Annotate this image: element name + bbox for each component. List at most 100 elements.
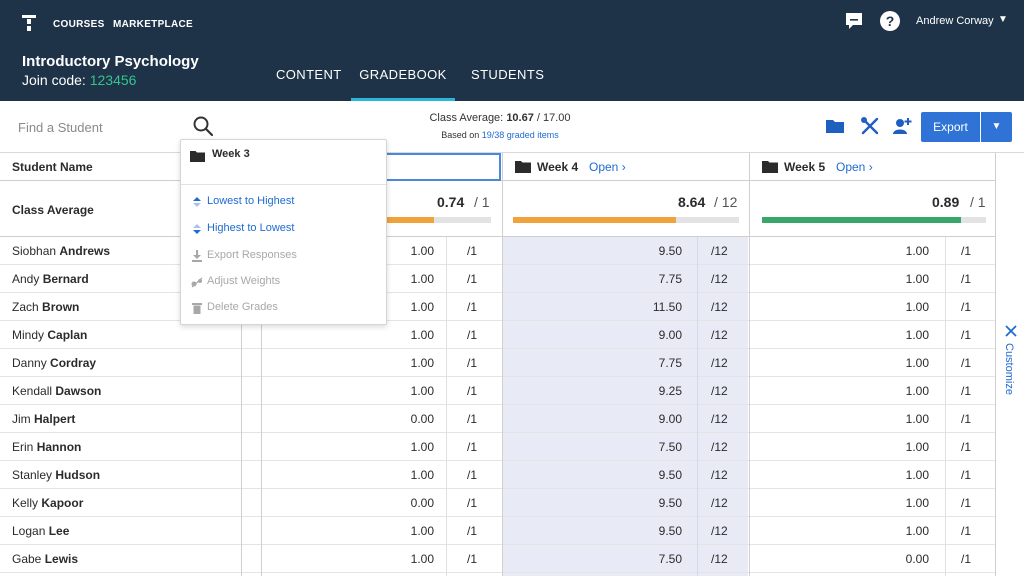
week4-grade-cell[interactable]: 7.75/12 bbox=[502, 349, 749, 377]
student-name[interactable]: Kelly Kapoor bbox=[12, 496, 83, 510]
week4-grade-cell[interactable]: 9.50/12 bbox=[502, 237, 749, 265]
week3-grade-cell[interactable]: 0.00/1 bbox=[262, 405, 502, 433]
grade-max: /1 bbox=[467, 384, 478, 398]
week5-grade-cell[interactable]: 1.00/1 bbox=[749, 489, 996, 517]
week5-grade-cell[interactable]: 1.00/1 bbox=[749, 405, 996, 433]
week4-grade-cell[interactable]: 9.00/12 bbox=[502, 405, 749, 433]
help-icon[interactable]: ? bbox=[880, 11, 900, 31]
nav-link-marketplace[interactable]: MARKETPLACE bbox=[113, 19, 193, 30]
student-last-name: Caplan bbox=[47, 328, 88, 342]
week4-grade-cell[interactable]: 7.50/12 bbox=[502, 545, 749, 573]
grade-score: 1.00 bbox=[410, 468, 434, 482]
grade-score: 1.00 bbox=[905, 440, 929, 454]
menu-item-adjust-weights[interactable]: Adjust Weights bbox=[189, 272, 379, 292]
week4-grade-cell[interactable]: 9.50/12 bbox=[502, 461, 749, 489]
chat-icon[interactable] bbox=[845, 12, 863, 30]
class-average-row-label: Class Average bbox=[12, 203, 94, 217]
student-name[interactable]: Gabe Lewis bbox=[12, 552, 78, 566]
student-name[interactable]: Andy Bernard bbox=[12, 272, 89, 286]
student-name[interactable]: Erin Hannon bbox=[12, 440, 81, 454]
week5-grade-cell[interactable]: 1.00/1 bbox=[749, 349, 996, 377]
student-name[interactable]: Danny Cordray bbox=[12, 356, 96, 370]
student-last-name: Lee bbox=[48, 524, 70, 538]
grade-score: 1.00 bbox=[905, 468, 929, 482]
week3-grade-cell[interactable]: 1.00/1 bbox=[262, 545, 502, 573]
nav-link-courses[interactable]: COURSES bbox=[53, 19, 105, 30]
week4-grade-cell[interactable]: 7.50/12 bbox=[502, 433, 749, 461]
graded-items-link[interactable]: 19/38 graded items bbox=[481, 130, 559, 140]
week3-grade-cell[interactable]: 1.00/1 bbox=[262, 349, 502, 377]
customize-label[interactable]: Customize bbox=[1003, 343, 1015, 395]
student-name[interactable]: Siobhan Andrews bbox=[12, 244, 110, 258]
menu-item-highest-to-lowest[interactable]: Highest to Lowest bbox=[189, 219, 379, 239]
student-name[interactable]: Zach Brown bbox=[12, 300, 79, 314]
week5-grade-cell[interactable]: 1.00/1 bbox=[749, 517, 996, 545]
week3-grade-cell[interactable]: 1.00/1 bbox=[262, 377, 502, 405]
week4-grade-cell[interactable]: 11.50/12 bbox=[502, 293, 749, 321]
week5-grade-cell[interactable]: 0.00/1 bbox=[749, 545, 996, 573]
menu-item-delete-grades[interactable]: Delete Grades bbox=[189, 298, 379, 318]
week5-grade-cell[interactable]: 1.00/1 bbox=[749, 461, 996, 489]
tab-students[interactable]: STUDENTS bbox=[471, 67, 545, 82]
student-last-name: Kapoor bbox=[41, 496, 84, 510]
wrench-icon[interactable] bbox=[859, 115, 881, 137]
student-name[interactable]: Logan Lee bbox=[12, 524, 69, 538]
customize-tab[interactable] bbox=[1000, 320, 1022, 410]
week3-grade-cell[interactable]: 1.00/1 bbox=[262, 265, 502, 293]
logo-icon[interactable] bbox=[22, 15, 36, 31]
student-name[interactable]: Jim Halpert bbox=[12, 412, 75, 426]
column-divider bbox=[502, 181, 503, 576]
week3-grade-cell[interactable]: 1.00/1 bbox=[262, 237, 502, 265]
week5-grade-cell[interactable]: 1.00/1 bbox=[749, 265, 996, 293]
student-name[interactable]: Mindy Caplan bbox=[12, 328, 87, 342]
week3-grade-cell[interactable]: 1.00/1 bbox=[262, 517, 502, 545]
add-user-icon[interactable] bbox=[891, 115, 913, 137]
week4-grade-cell[interactable]: 9.00/12 bbox=[502, 321, 749, 349]
week3-grade-cell[interactable]: 1.00/1 bbox=[262, 293, 502, 321]
search-icon[interactable] bbox=[192, 115, 214, 137]
menu-item-export-responses[interactable]: Export Responses bbox=[189, 246, 379, 266]
user-name[interactable]: Andrew Corway bbox=[916, 15, 994, 27]
week3-grade-cell[interactable]: 1.00/1 bbox=[262, 433, 502, 461]
grade-max: /12 bbox=[711, 384, 728, 398]
grade-max: /1 bbox=[961, 468, 972, 482]
export-dropdown-button[interactable]: ▼ bbox=[981, 112, 1012, 142]
student-name[interactable]: Kendall Dawson bbox=[12, 384, 101, 398]
week4-grade-cell[interactable]: 9.50/12 bbox=[502, 517, 749, 545]
week5-open-link[interactable]: Open › bbox=[836, 160, 873, 174]
caret-down-icon[interactable]: ▼ bbox=[998, 14, 1008, 25]
week4-grade-cell[interactable]: 7.75/12 bbox=[502, 265, 749, 293]
week3-grade-cell[interactable]: 1.00/1 bbox=[262, 461, 502, 489]
week4-grade-cell[interactable]: 9.50/12 bbox=[502, 489, 749, 517]
week5-header[interactable]: Week 5 Open › bbox=[749, 153, 996, 181]
student-last-name: Lewis bbox=[44, 552, 79, 566]
student-name-header[interactable]: Student Name bbox=[12, 160, 93, 174]
student-first-name: Stanley bbox=[12, 468, 53, 482]
student-name[interactable]: Stanley Hudson bbox=[12, 468, 100, 482]
grade-max: /1 bbox=[961, 440, 972, 454]
week4-header[interactable]: Week 4 Open › bbox=[502, 153, 749, 181]
menu-item-label: Export Responses bbox=[207, 249, 297, 261]
grade-max: /12 bbox=[711, 468, 728, 482]
grade-score: 9.50 bbox=[658, 244, 682, 258]
week5-grade-cell[interactable]: 1.00/1 bbox=[749, 321, 996, 349]
grade-score: 1.00 bbox=[905, 524, 929, 538]
week5-grade-cell[interactable]: 1.00/1 bbox=[749, 237, 996, 265]
table-row: Kelly Kapoor 0.00/1 9.50/12 1.00/1 bbox=[0, 489, 996, 517]
week5-grade-cell[interactable]: 1.00/1 bbox=[749, 377, 996, 405]
tab-gradebook[interactable]: GRADEBOOK bbox=[351, 67, 455, 101]
student-first-name: Zach bbox=[12, 300, 39, 314]
week4-grade-cell[interactable]: 9.25/12 bbox=[502, 377, 749, 405]
grade-score: 9.50 bbox=[658, 468, 682, 482]
menu-item-lowest-to-highest[interactable]: Lowest to Highest bbox=[189, 192, 379, 212]
table-row: Danny Cordray 1.00/1 7.75/12 1.00/1 bbox=[0, 349, 996, 377]
search-input[interactable] bbox=[10, 113, 210, 141]
export-button[interactable]: Export bbox=[921, 112, 980, 142]
week5-grade-cell[interactable]: 1.00/1 bbox=[749, 293, 996, 321]
week3-grade-cell[interactable]: 0.00/1 bbox=[262, 489, 502, 517]
tab-content[interactable]: CONTENT bbox=[276, 67, 342, 82]
week5-grade-cell[interactable]: 1.00/1 bbox=[749, 433, 996, 461]
week3-grade-cell[interactable]: 1.00/1 bbox=[262, 321, 502, 349]
folder-icon[interactable] bbox=[824, 115, 846, 137]
week4-open-link[interactable]: Open › bbox=[589, 160, 626, 174]
